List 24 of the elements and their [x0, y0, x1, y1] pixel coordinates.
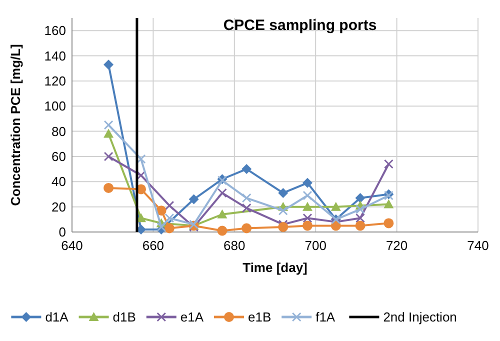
- legend-label: 2nd Injection: [383, 310, 457, 325]
- y-tick-label: 20: [52, 199, 66, 214]
- x-tick-label: 680: [224, 238, 246, 253]
- legend-label: d1B: [112, 310, 136, 325]
- x-axis-title: Time [day]: [242, 260, 308, 275]
- legend-label: e1A: [180, 310, 204, 325]
- y-tick-label: 120: [44, 73, 66, 88]
- x-tick-label: 740: [467, 238, 489, 253]
- y-tick-label: 160: [44, 23, 66, 38]
- x-tick-label: 640: [61, 238, 83, 253]
- chart-title: CPCE sampling ports: [223, 17, 377, 34]
- y-tick-label: 140: [44, 48, 66, 64]
- x-tick-label: 700: [304, 238, 326, 253]
- y-tick-label: 40: [52, 174, 66, 190]
- x-tick-label: 720: [386, 238, 408, 253]
- x-tick-label: 660: [142, 238, 164, 253]
- legend-label: d1A: [45, 310, 69, 325]
- y-tick-label: 80: [52, 124, 66, 139]
- y-tick-label: 60: [52, 149, 66, 164]
- y-tick-label: 100: [44, 98, 66, 114]
- legend-label: e1B: [248, 310, 272, 325]
- y-axis-title: Concentration PCE [mg/L]: [8, 44, 23, 206]
- y-tick-label: 0: [58, 224, 66, 240]
- legend-label: f1A: [316, 310, 336, 325]
